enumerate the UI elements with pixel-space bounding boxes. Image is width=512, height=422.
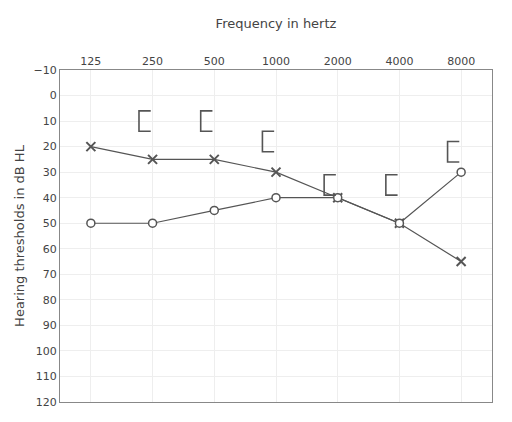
svg-text:50: 50	[43, 217, 57, 230]
svg-text:0: 0	[50, 89, 57, 102]
svg-text:40: 40	[43, 192, 57, 205]
svg-text:110: 110	[36, 370, 57, 383]
svg-text:100: 100	[36, 345, 57, 358]
svg-text:Hearing thresholds in dB HL: Hearing thresholds in dB HL	[12, 144, 27, 327]
svg-text:8000: 8000	[447, 55, 475, 68]
svg-text:20: 20	[43, 140, 57, 153]
svg-text:80: 80	[43, 294, 57, 307]
svg-text:125: 125	[80, 55, 101, 68]
svg-text:250: 250	[142, 55, 163, 68]
svg-text:500: 500	[204, 55, 225, 68]
svg-text:−10: −10	[34, 64, 57, 77]
svg-text:10: 10	[43, 115, 57, 128]
svg-text:90: 90	[43, 319, 57, 332]
svg-text:120: 120	[36, 396, 57, 409]
svg-text:60: 60	[43, 243, 57, 256]
svg-text:70: 70	[43, 268, 57, 281]
svg-text:1000: 1000	[262, 55, 290, 68]
svg-text:2000: 2000	[324, 55, 352, 68]
svg-text:30: 30	[43, 166, 57, 179]
svg-text:Frequency in hertz: Frequency in hertz	[216, 16, 337, 31]
svg-text:4000: 4000	[385, 55, 413, 68]
